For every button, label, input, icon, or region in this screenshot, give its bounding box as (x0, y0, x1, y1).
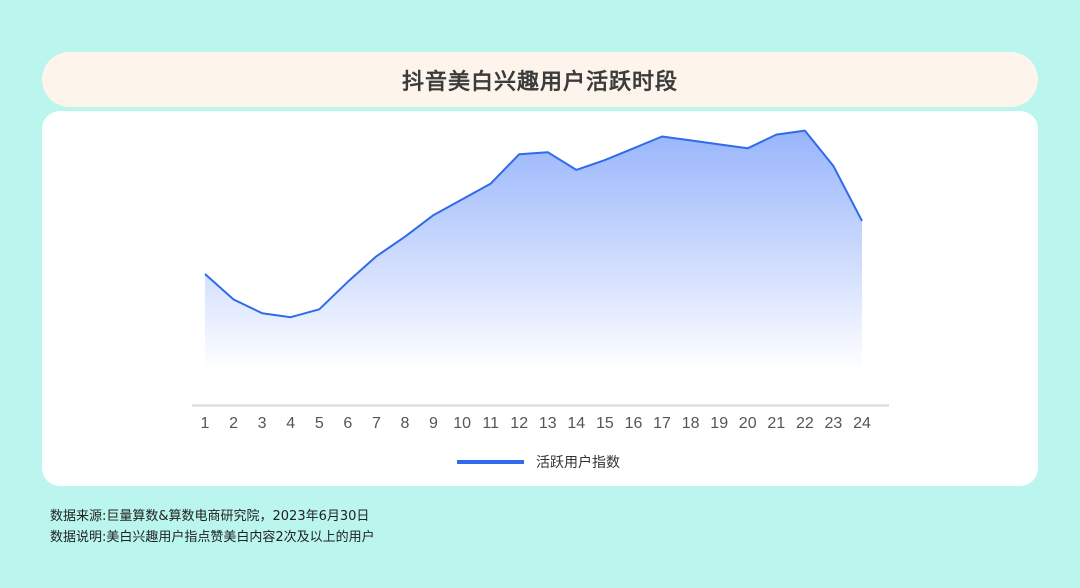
data-point-18 (689, 138, 693, 142)
x-tick-label: 15 (596, 415, 614, 432)
title-bar: 抖音美白兴趣用户活跃时段 (42, 52, 1038, 107)
data-point-17 (660, 135, 664, 139)
area-chart: 1 2 3 4 5 6 7 8 9 10 11 12 13 14 15 16 17 18 19 20 21 22 23 24 … (192, 129, 889, 471)
x-tick-label: 13 (539, 415, 557, 432)
footnotes: 数据来源:巨量算数&算数电商研究院，2023年6月30日 数据说明:美白兴趣用户… (50, 506, 375, 548)
chart-card: 1 2 3 4 5 6 7 8 9 10 11 12 13 14 15 16 17 18 19 20 21 22 23 24 … (42, 111, 1038, 486)
x-tick-label: 24 (853, 415, 871, 432)
x-tick-label: 1 (201, 415, 210, 432)
x-tick-label: 10 (453, 415, 471, 432)
x-tick-label: 17 (653, 415, 671, 432)
x-tick-label: 14 (567, 415, 585, 432)
x-tick-label: 7 (372, 415, 381, 432)
x-tick-label: 16 (625, 415, 643, 432)
data-point-6 (346, 280, 350, 284)
data-point-4 (289, 315, 293, 319)
data-point-13 (546, 150, 550, 154)
x-tick-label: 4 (286, 415, 295, 432)
data-point-7 (374, 254, 378, 258)
series-area-fill (205, 130, 862, 371)
data-point-22 (803, 129, 807, 133)
data-point-8 (403, 235, 407, 239)
x-tick-label: 11 (482, 415, 499, 432)
data-point-24 (860, 219, 864, 223)
x-tick-label: 19 (710, 415, 728, 432)
x-tick-label: 9 (429, 415, 438, 432)
series-line (204, 129, 863, 319)
x-tick-label: 6 (343, 415, 352, 432)
x-tick-label: 5 (315, 415, 324, 432)
data-point-3 (260, 311, 264, 315)
data-point-2 (232, 298, 236, 302)
chart-title: 抖音美白兴趣用户活跃时段 (401, 69, 678, 95)
x-tick-label: 23 (825, 415, 843, 432)
data-source-note: 数据来源:巨量算数&算数电商研究院，2023年6月30日 (50, 509, 370, 524)
data-point-14 (574, 168, 578, 172)
data-point-21 (774, 133, 778, 137)
data-point-11 (489, 182, 493, 186)
data-point-1 (203, 272, 207, 276)
data-description-note: 数据说明:美白兴趣用户指点赞美白内容2次及以上的用户 (50, 530, 375, 545)
x-tick-label: 3 (258, 415, 267, 432)
data-point-12 (517, 152, 521, 156)
data-point-15 (603, 158, 607, 162)
legend-label[interactable]: 活跃用户指数 (536, 454, 620, 471)
data-point-9 (432, 213, 436, 217)
x-tick-label: 21 (767, 415, 785, 432)
data-point-20 (746, 146, 750, 150)
x-tick-label: 18 (682, 415, 700, 432)
data-point-10 (460, 197, 464, 201)
data-point-5 (317, 307, 321, 311)
data-point-16 (632, 146, 636, 150)
data-point-19 (717, 142, 721, 146)
x-tick-label: 20 (739, 415, 757, 432)
data-point-23 (831, 164, 835, 168)
x-tick-label: 22 (796, 415, 814, 432)
x-tick-label: 8 (401, 415, 410, 432)
x-tick-label: 2 (229, 415, 238, 432)
x-tick-label: 12 (510, 415, 528, 432)
